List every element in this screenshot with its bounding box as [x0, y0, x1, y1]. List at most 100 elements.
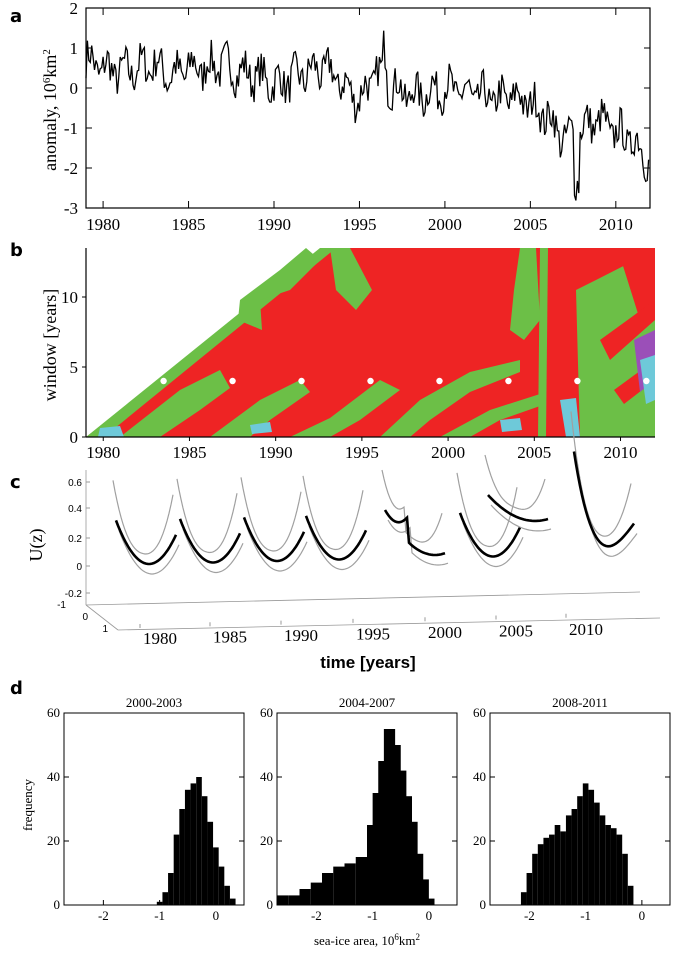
y-tick-label: 20 — [47, 833, 60, 848]
potential-lower-bound — [387, 519, 449, 566]
potential-curve — [242, 516, 306, 563]
potential-lower-bound — [490, 504, 552, 532]
y-tick-label: 0.2 — [68, 534, 82, 545]
x-tick-label: 2000 — [428, 623, 462, 642]
y-tick-label: 40 — [260, 769, 273, 784]
window-marker — [367, 377, 374, 385]
histogram-bar — [554, 825, 561, 905]
x-tick-label: 1985 — [172, 443, 206, 462]
y-tick-label: 60 — [473, 705, 486, 720]
potential-upper-bound — [456, 472, 518, 548]
histogram-bar — [299, 889, 311, 905]
heatmap-red-region — [86, 248, 655, 437]
potential-upper-bound — [240, 477, 302, 552]
panel-d-label: d — [10, 678, 23, 699]
y-tick-label: 0 — [70, 79, 79, 98]
x-tick-label: 2005 — [513, 215, 547, 234]
y-tick-label: 60 — [260, 705, 273, 720]
y-tick-label: 40 — [47, 769, 60, 784]
histogram-bar — [582, 783, 589, 905]
x-tick-label: 0 — [426, 908, 433, 923]
histogram-3: 2008-2011 0 20 40 60 -2 -1 0 — [473, 695, 671, 923]
x-tick-label: 1985 — [213, 628, 247, 647]
histogram-bar — [218, 866, 225, 905]
histogram-bar — [322, 873, 334, 905]
histogram-bar — [605, 825, 611, 905]
z-tick-label: 0 — [82, 612, 88, 623]
x-tick-label: 1990 — [257, 215, 291, 234]
window-marker — [436, 377, 443, 385]
svg-text:sea-ice area, 106km2: sea-ice area, 106km2 — [314, 932, 420, 948]
svg-text:anomaly, 106km2: anomaly, 106km2 — [40, 49, 60, 171]
histogram-bar — [310, 882, 322, 905]
histogram-bar — [537, 844, 544, 905]
window-marker — [160, 377, 167, 385]
panel-a-frame — [85, 7, 651, 209]
histogram-bar — [560, 831, 566, 905]
potential-curve — [458, 512, 522, 558]
panel-b-markers — [160, 377, 650, 385]
histogram-bar — [224, 885, 230, 905]
histogram-bar — [616, 834, 623, 905]
histogram-bar — [577, 796, 583, 905]
y-tick-label: 5 — [70, 358, 79, 377]
y-tick-label: 0.4 — [68, 504, 82, 515]
histogram-frame — [63, 712, 245, 906]
panel-b-heatmap — [86, 248, 655, 437]
y-tick-label: 40 — [473, 769, 486, 784]
x-tick-label: 0 — [639, 908, 646, 923]
y-tick-label: 20 — [260, 833, 273, 848]
z-tick-label: -1 — [57, 600, 66, 611]
panel-c-xaxis: 1980 1985 1990 1995 2000 2005 2010 — [139, 613, 603, 648]
y-tick-label: 2 — [70, 0, 79, 18]
x-tick-label: -2 — [311, 908, 322, 923]
panel-d-histograms: 2000-2003 0 20 40 60 -2 -1 0 2004-2007 0 20 40 60 -2 -… — [47, 695, 671, 923]
x-tick-label: -1 — [154, 908, 165, 923]
histogram-bar — [288, 895, 300, 905]
window-marker — [505, 377, 512, 385]
histogram-title: 2008-2011 — [552, 695, 608, 710]
y-tick-label: 60 — [47, 705, 60, 720]
panel-a-series-line — [85, 30, 650, 201]
y-tick-label: 0 — [54, 897, 61, 912]
x-tick-label: -2 — [98, 908, 109, 923]
panel-d-xlabel-text: sea-ice area, 10 — [314, 933, 394, 948]
panel-c-zaxis: -1 0 1 — [57, 600, 108, 635]
potential-lower-bound — [308, 525, 370, 571]
x-tick-label: 1980 — [86, 443, 120, 462]
y-tick-label: 20 — [473, 833, 486, 848]
window-marker — [643, 377, 650, 385]
window-marker — [298, 377, 305, 385]
histogram-bar — [526, 873, 533, 905]
x-tick-label: 2000 — [431, 443, 465, 462]
panel-a-xaxis: 1980 1985 1990 1995 2000 2005 2010 — [86, 8, 633, 234]
potential-upper-bound — [381, 469, 443, 543]
potential-lower-bound — [182, 528, 244, 574]
y-tick-label: -0.2 — [65, 589, 83, 600]
histogram-bar — [184, 789, 191, 905]
histogram-bar — [599, 815, 606, 905]
x-tick-label: 2010 — [569, 620, 603, 639]
histogram-2: 2004-2007 0 20 40 60 -2 -1 0 — [260, 695, 458, 923]
histogram-bar — [571, 809, 578, 905]
x-tick-label: 1995 — [356, 625, 390, 644]
x-tick-label: 1990 — [284, 626, 318, 645]
y-tick-label: 0 — [76, 562, 82, 573]
histogram-bar — [213, 847, 219, 905]
window-marker — [574, 377, 581, 385]
histogram-bar — [196, 777, 202, 905]
x-tick-label: 1985 — [172, 215, 206, 234]
potential-upper-bound — [484, 454, 546, 511]
histogram-bar — [549, 834, 555, 905]
histogram-bar — [610, 828, 617, 905]
x-tick-label: 1980 — [86, 215, 120, 234]
histogram-bar — [162, 892, 169, 905]
histogram-title: 2004-2007 — [339, 695, 396, 710]
histogram-bar — [588, 789, 595, 905]
histogram-bar — [565, 815, 572, 905]
histogram-bar — [277, 895, 289, 905]
histogram-1: 2000-2003 0 20 40 60 -2 -1 0 — [47, 695, 245, 923]
histogram-bar — [207, 821, 214, 905]
y-tick-label: 0.6 — [68, 478, 82, 489]
x-tick-label: 0 — [213, 908, 220, 923]
